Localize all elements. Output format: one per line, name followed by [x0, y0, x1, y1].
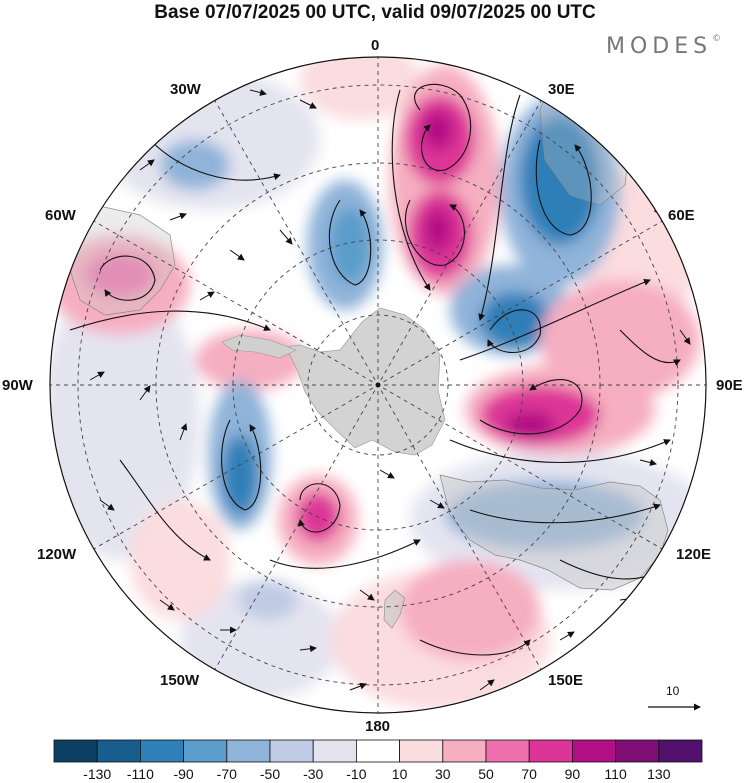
colorbar-swatch: [615, 739, 660, 763]
colorbar-swatch: [53, 739, 98, 763]
south-america-landmass: [69, 204, 176, 316]
colorbar-tick-label: -50: [259, 766, 281, 782]
colorbar-swatch: [658, 739, 703, 763]
colorbar-tick-label: 90: [564, 766, 581, 782]
lon-label-90w: 90W: [2, 377, 33, 394]
colorbar-swatch: [399, 739, 444, 763]
colorbar-tick-label: -130: [83, 766, 112, 782]
colorbar-tick-label: -10: [346, 766, 367, 782]
colorbar-swatch: [528, 739, 573, 763]
lon-label-180: 180: [365, 718, 391, 735]
reference-vector-label: 10: [666, 684, 680, 698]
colorbar-tick-label: 130: [647, 766, 671, 782]
colorbar-tick-label: 110: [604, 766, 627, 782]
lon-label-30e: 30E: [548, 81, 575, 98]
colorbar: [53, 739, 703, 763]
colorbar-swatch: [572, 739, 617, 763]
colorbar-tick-label: -110: [126, 766, 154, 782]
colorbar-swatch: [183, 739, 228, 763]
colorbar-tick-label: -30: [303, 766, 324, 782]
lon-label-150w: 150W: [160, 672, 200, 689]
map-boundary: [49, 56, 707, 714]
lon-label-120w: 120W: [37, 546, 77, 563]
lon-label-0: 0: [371, 37, 380, 54]
new-zealand-landmass: [383, 589, 406, 629]
colorbar-swatch: [355, 739, 400, 763]
lon-label-150e: 150E: [548, 672, 584, 689]
colorbar-tick-label: 30: [435, 766, 451, 782]
colorbar-swatch: [312, 739, 357, 763]
map-title: Base 07/07/2025 00 UTC, valid 09/07/2025…: [154, 2, 596, 23]
colorbar-swatch: [269, 739, 314, 763]
lon-label-90e: 90E: [716, 377, 743, 394]
lon-label-60e: 60E: [668, 207, 695, 224]
colorbar-swatch: [442, 739, 487, 763]
colorbar-tick-label: 10: [391, 766, 408, 782]
colorbar-swatch: [226, 739, 271, 763]
lon-label-30w: 30W: [170, 81, 201, 98]
lon-label-120e: 120E: [676, 546, 712, 563]
lon-label-60w: 60W: [45, 207, 76, 224]
colorbar-swatch: [96, 739, 141, 763]
colorbar-tick-label: -70: [216, 766, 237, 782]
colorbar-tick-label: -90: [173, 766, 194, 782]
colorbar-swatch: [485, 739, 530, 763]
modes-logo: MODES©: [606, 34, 722, 59]
colorbar-tick-label: 50: [478, 766, 494, 782]
colorbar-tick-label: 70: [521, 766, 537, 782]
colorbar-swatch: [139, 739, 184, 763]
